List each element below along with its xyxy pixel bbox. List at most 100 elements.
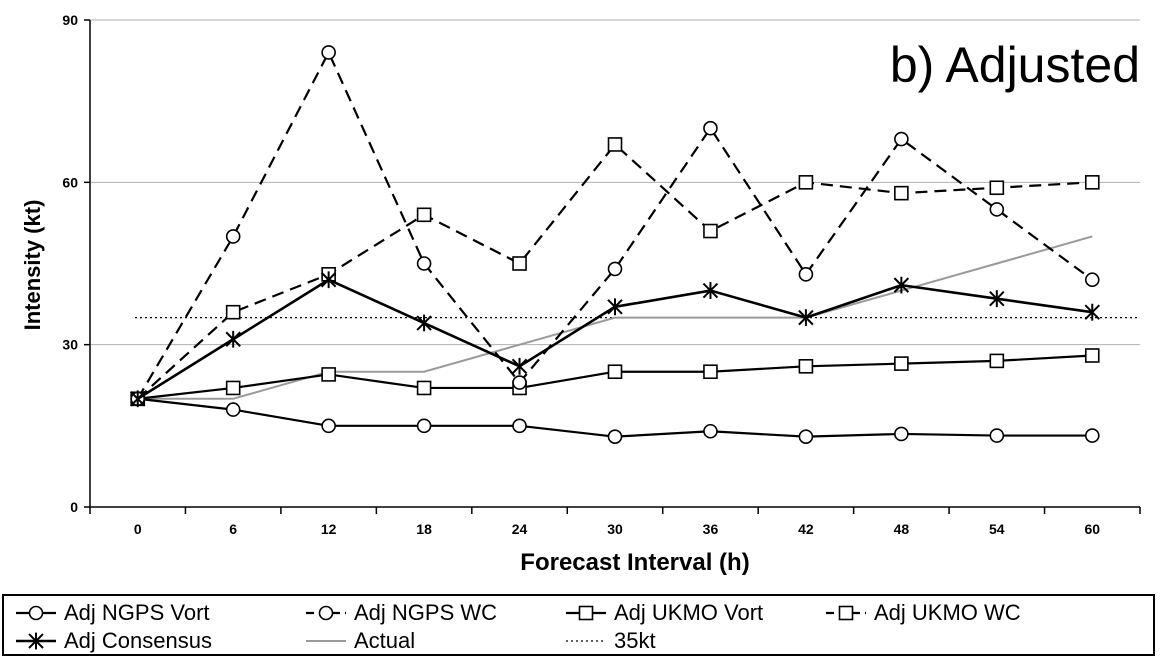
legend-swatch-adj-ukmo-wc: [826, 605, 866, 621]
chart-title: b) Adjusted: [890, 37, 1140, 93]
legend-item-adj-ukmo-vort: Adj UKMO Vort: [564, 600, 763, 626]
legend-swatch-marker-adj-consensus: [28, 632, 44, 650]
legend-label-adj-ngps-wc: Adj NGPS WC: [354, 600, 498, 625]
point-adj-consensus-54: [989, 290, 1005, 308]
x-tick-label-42: 42: [798, 521, 814, 537]
point-adj-consensus-60: [1084, 303, 1100, 321]
legend: Adj NGPS Vort Adj NGPS WC Adj UKMO Vort Adj…: [2, 594, 1155, 656]
point-adj-ngps-vort-18: [416, 418, 432, 434]
point-adj-consensus-48: [893, 276, 910, 294]
x-tick-label-6: 6: [229, 521, 237, 537]
legend-swatch-marker-adj-ngps-vort: [28, 605, 44, 621]
legend-label-actual: Actual: [354, 628, 416, 653]
point-adj-ukmo-vort-48: [894, 356, 909, 371]
point-adj-ukmo-wc-6: [225, 304, 241, 320]
point-adj-ukmo-wc-30: [607, 137, 623, 152]
point-adj-ngps-vort-60: [1084, 428, 1100, 443]
legend-label-adj-ngps-vort: Adj NGPS Vort: [64, 600, 210, 625]
series-adj-ngps-vort: [130, 391, 1100, 444]
point-adj-consensus-36: [702, 282, 719, 299]
y-tick-label-60: 60: [62, 174, 78, 190]
point-adj-ukmo-wc-36: [703, 223, 718, 239]
legend-swatch-adj-ngps-wc: [306, 605, 346, 621]
point-adj-ukmo-wc-18: [416, 207, 432, 223]
legend-item-adj-ngps-wc: Adj NGPS WC: [304, 600, 497, 626]
legend-swatch-marker-adj-ukmo-wc: [838, 605, 854, 621]
point-adj-ngps-vort-54: [989, 428, 1005, 443]
point-adj-ngps-vort-30: [607, 429, 623, 444]
legend-swatch-35kt: [566, 640, 606, 642]
point-adj-ngps-wc-30: [607, 261, 623, 277]
series-line-actual: [137, 235, 1093, 400]
series-actual: [137, 235, 1093, 400]
point-adj-consensus-12: [320, 271, 337, 289]
point-adj-consensus-30: [607, 298, 623, 316]
x-tick-label-12: 12: [321, 521, 337, 537]
point-adj-consensus-0: [130, 390, 146, 408]
point-adj-ngps-wc-36: [703, 120, 718, 136]
legend-swatch-marker-adj-ngps-wc: [318, 605, 334, 621]
legend-label-adj-consensus: Adj Consensus: [64, 628, 212, 653]
point-adj-ukmo-vort-18: [416, 380, 432, 396]
point-adj-ukmo-vort-36: [703, 364, 718, 380]
point-adj-consensus-6: [225, 330, 241, 348]
series-layer: [130, 45, 1140, 444]
point-adj-ngps-wc-6: [225, 229, 241, 244]
point-adj-ngps-vort-48: [894, 426, 909, 442]
y-axis-label: Intensity (kt): [20, 200, 45, 331]
point-adj-ngps-wc-18: [416, 256, 432, 271]
gridlines: [90, 19, 1140, 346]
y-tick-label-30: 30: [62, 337, 78, 353]
x-tick-label-54: 54: [989, 521, 1005, 537]
x-tick-label-30: 30: [607, 521, 623, 537]
series-adj-consensus: [130, 271, 1100, 408]
x-tick-label-18: 18: [416, 521, 432, 537]
x-tick-label-48: 48: [894, 521, 910, 537]
point-adj-ngps-vort-24: [512, 418, 527, 434]
series-adj-ngps-wc: [130, 45, 1100, 407]
point-adj-ukmo-vort-42: [798, 359, 814, 374]
point-adj-ukmo-vort-6: [225, 380, 241, 396]
x-tick-label-24: 24: [512, 521, 528, 537]
point-adj-ngps-wc-54: [989, 202, 1005, 217]
y-tick-label-90: 90: [62, 12, 78, 28]
legend-swatch-marker-adj-ukmo-vort: [578, 605, 594, 621]
legend-label-adj-ukmo-vort: Adj UKMO Vort: [614, 600, 764, 625]
legend-item-35kt: 35kt: [564, 628, 656, 654]
x-tick-label-60: 60: [1084, 521, 1100, 537]
legend-item-actual: Actual: [304, 628, 415, 654]
point-adj-ngps-vort-42: [798, 429, 814, 444]
point-adj-ukmo-wc-60: [1084, 175, 1100, 190]
legend-item-adj-consensus: Adj Consensus: [14, 628, 212, 654]
point-adj-consensus-42: [798, 309, 814, 327]
point-adj-ukmo-vort-12: [321, 367, 336, 382]
point-adj-ngps-vort-36: [703, 423, 718, 439]
legend-swatch-adj-consensus: [16, 632, 56, 650]
point-adj-ngps-vort-12: [321, 418, 336, 434]
legend-label-35kt: 35kt: [614, 628, 656, 653]
legend-swatch-adj-ukmo-vort: [566, 605, 606, 621]
series-line-adj-ukmo-wc: [136, 142, 1093, 400]
point-adj-ngps-wc-48: [894, 131, 909, 147]
point-adj-ukmo-wc-54: [989, 180, 1005, 196]
x-tick-label-36: 36: [703, 521, 719, 537]
point-adj-ngps-wc-24: [512, 375, 527, 390]
x-axis-label: Forecast Interval (h): [520, 549, 749, 576]
point-adj-ngps-wc-60: [1084, 272, 1100, 288]
legend-swatch-adj-ngps-vort: [16, 605, 56, 621]
point-adj-ukmo-wc-24: [512, 256, 527, 271]
point-adj-ukmo-vort-54: [989, 353, 1005, 369]
y-tick-label-0: 0: [70, 499, 78, 515]
series-adj-ukmo-wc: [130, 137, 1100, 407]
x-tick-label-0: 0: [134, 521, 142, 537]
point-adj-ngps-wc-12: [321, 45, 336, 60]
point-adj-consensus-18: [416, 314, 432, 332]
series-adj-ukmo-vort: [130, 348, 1100, 407]
legend-item-adj-ukmo-wc: Adj UKMO WC: [824, 600, 1021, 626]
legend-swatch-actual: [306, 640, 346, 642]
point-adj-ukmo-vort-30: [607, 364, 623, 380]
legend-item-adj-ngps-vort: Adj NGPS Vort: [14, 600, 210, 626]
point-adj-ukmo-wc-48: [894, 185, 909, 201]
point-adj-ukmo-vort-60: [1084, 348, 1100, 363]
